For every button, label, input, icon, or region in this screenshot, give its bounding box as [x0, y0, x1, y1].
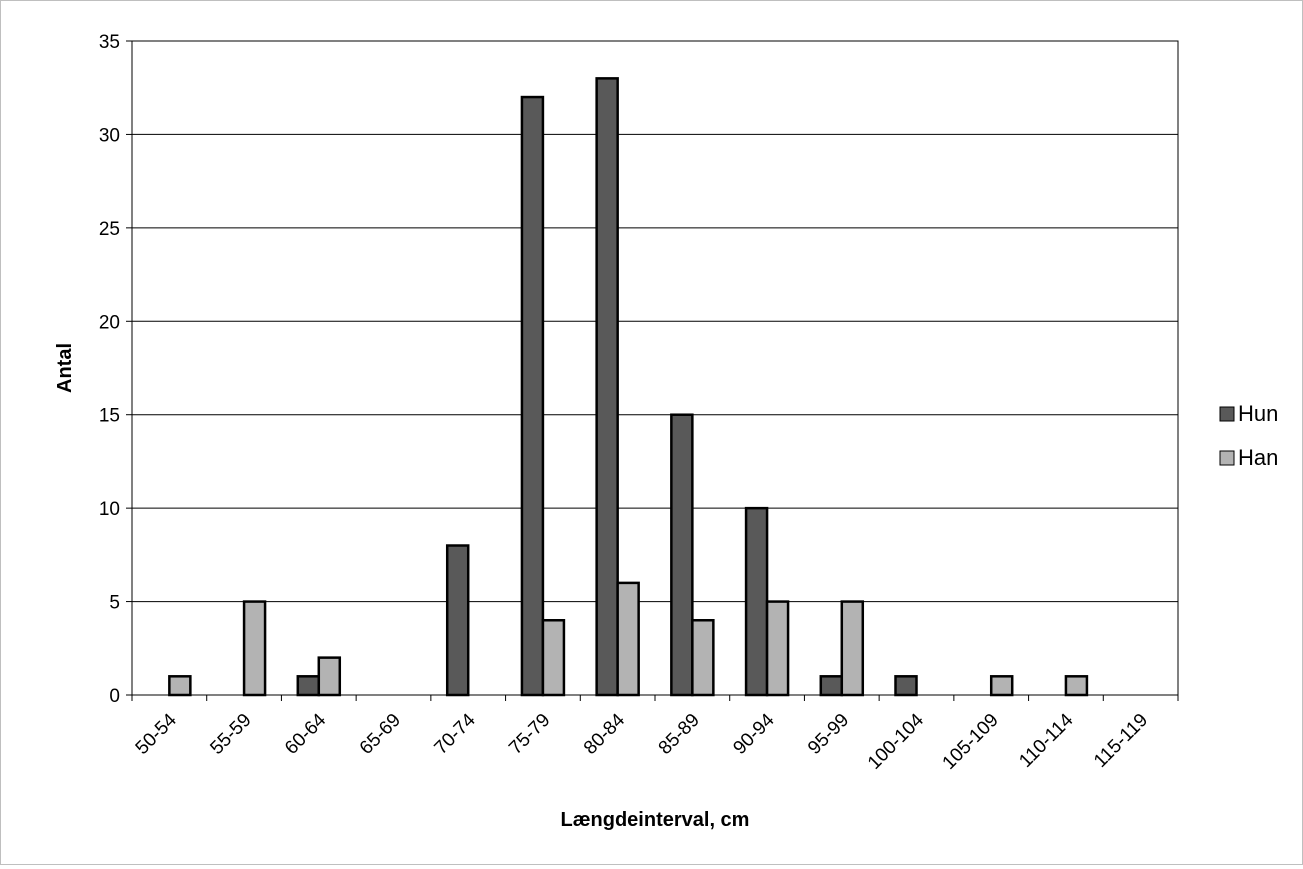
- bar-hun: [819, 675, 844, 697]
- x-tick-label: 110-114: [1015, 709, 1077, 771]
- bar-han: [989, 675, 1014, 697]
- bar-han: [168, 675, 192, 697]
- bar-hun: [595, 77, 619, 697]
- legend-label: Han: [1238, 445, 1278, 470]
- y-axis-ticks: 0 5 10 15 20 25 30 35: [99, 32, 132, 707]
- y-tick-label: 25: [99, 219, 120, 240]
- x-tick-label: 75-79: [505, 710, 554, 759]
- legend-swatch: [1219, 406, 1235, 422]
- x-tick-label: 100-104: [864, 709, 928, 773]
- y-tick-label: 30: [99, 125, 120, 146]
- bar-han: [1064, 675, 1089, 697]
- x-tick-label: 65-69: [356, 710, 405, 759]
- x-tick-label: 60-64: [281, 709, 331, 759]
- x-tick-label: 50-54: [132, 709, 182, 759]
- x-tick-label: 90-94: [729, 709, 779, 759]
- legend-label: Hun: [1238, 401, 1278, 426]
- y-tick-label: 0: [109, 686, 120, 707]
- x-tick-label: 85-89: [655, 710, 704, 759]
- x-axis-label: Længdeinterval, cm: [561, 809, 750, 831]
- x-axis-ticks: 50-54 55-59 60-64 65-69 70-74 75-79 80-84 85-89…: [131, 695, 1179, 774]
- bar-han: [242, 600, 267, 697]
- gridlines: [132, 40, 1178, 603]
- y-tick-label: 35: [99, 32, 120, 53]
- x-tick-label: 95-99: [804, 710, 853, 759]
- bar-han: [541, 619, 566, 697]
- x-tick-label: 115-119: [1090, 710, 1152, 772]
- bar-hun: [744, 506, 769, 697]
- legend-swatch: [1219, 450, 1235, 466]
- bar-hun: [894, 675, 918, 697]
- bar-han: [765, 600, 790, 697]
- bar-hun: [296, 675, 321, 697]
- x-tick-label: 80-84: [580, 709, 630, 759]
- y-tick-label: 10: [99, 499, 120, 520]
- x-tick-label: 55-59: [206, 710, 255, 759]
- plot-border: [131, 40, 1179, 696]
- y-axis-label: Antal: [54, 343, 76, 393]
- bar-han: [616, 581, 640, 697]
- bar-hun: [670, 413, 694, 697]
- y-tick-label: 15: [99, 406, 120, 427]
- bar-han: [317, 656, 342, 697]
- bar-han: [691, 619, 715, 697]
- x-tick-label: 105-109: [939, 710, 1003, 774]
- x-tick-label: 70-74: [431, 709, 481, 759]
- y-tick-label: 20: [99, 312, 120, 333]
- bar-hun: [520, 95, 545, 697]
- legend: Hun Han: [1219, 401, 1278, 470]
- bar-han: [840, 600, 865, 697]
- bar-hun: [445, 544, 470, 697]
- y-tick-label: 5: [109, 593, 120, 614]
- bars: [168, 77, 1089, 697]
